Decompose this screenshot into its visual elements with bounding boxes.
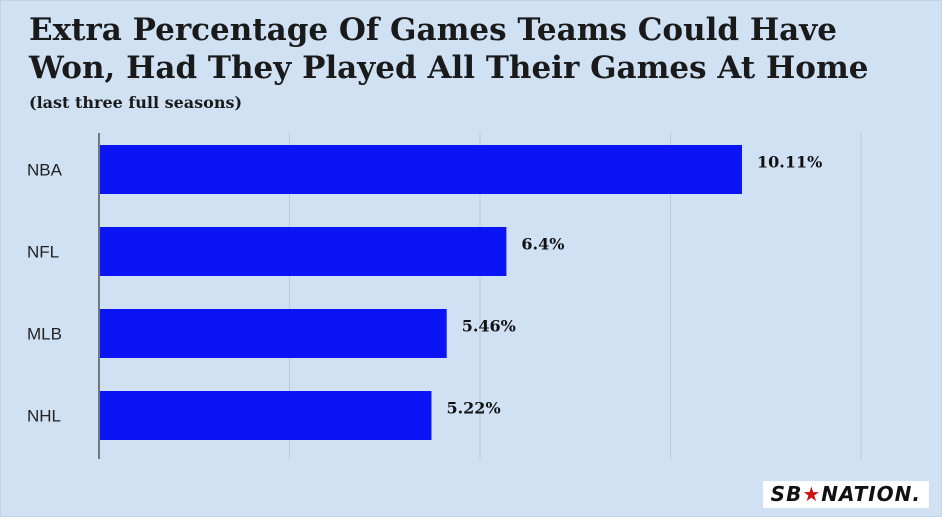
logo-text-right: NATION. <box>821 482 921 506</box>
category-label-mlb: MLB <box>27 325 62 344</box>
logo-text-left: SB <box>770 482 803 506</box>
value-label-nba: 10.11% <box>757 153 822 172</box>
value-label-nhl: 5.22% <box>446 399 500 418</box>
category-label-nfl: NFL <box>27 243 59 262</box>
value-label-nfl: 6.4% <box>521 235 564 254</box>
bar-nfl <box>100 227 507 276</box>
category-label-nhl: NHL <box>27 407 61 426</box>
bar-nba <box>100 145 742 194</box>
bar-mlb <box>100 309 447 358</box>
chart-title: Extra Percentage Of Games Teams Could Ha… <box>29 11 909 87</box>
value-label-mlb: 5.46% <box>462 317 516 336</box>
chart-title-line-2: Won, Had They Played All Their Games At … <box>29 50 869 86</box>
category-label-nba: NBA <box>27 161 63 180</box>
sbnation-logo: SB★NATION. <box>762 481 929 508</box>
bar-nhl <box>100 391 432 440</box>
chart-subtitle: (last three full seasons) <box>29 93 243 112</box>
logo-star-icon: ★ <box>802 482 822 506</box>
chart-title-line-1: Extra Percentage Of Games Teams Could Ha… <box>29 12 837 48</box>
